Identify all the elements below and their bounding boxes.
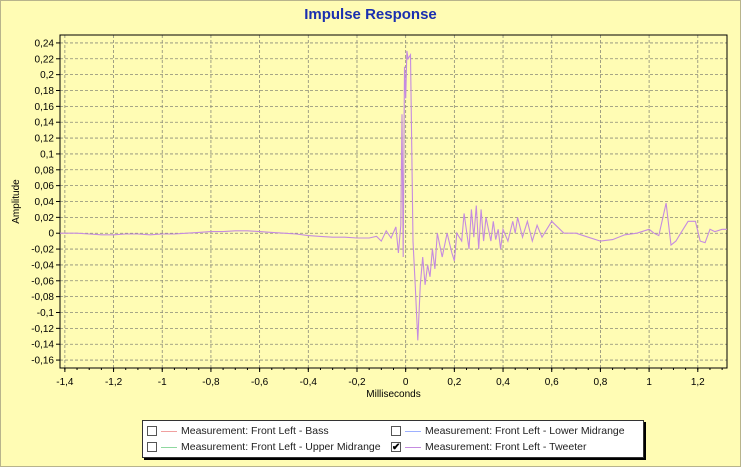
legend: Measurement: Front Left - Bass Measureme… bbox=[142, 420, 644, 458]
legend-swatch-tweeter bbox=[405, 446, 421, 448]
legend-swatch-upper-midrange bbox=[161, 446, 177, 448]
y-tick-label: -0,02 bbox=[31, 245, 54, 256]
legend-checkbox-tweeter[interactable]: ✔ bbox=[391, 442, 401, 453]
legend-item-upper-midrange[interactable]: Measurement: Front Left - Upper Midrange bbox=[147, 439, 381, 455]
y-tick-label: 0,02 bbox=[35, 213, 55, 224]
y-tick-label: 0,18 bbox=[35, 86, 55, 97]
legend-label-tweeter: Measurement: Front Left - Tweeter bbox=[425, 441, 587, 453]
grid bbox=[60, 35, 727, 368]
x-tick-label: 0,4 bbox=[496, 377, 510, 388]
y-tick-label: 0,22 bbox=[35, 54, 55, 65]
series-line-tweeter bbox=[60, 50, 727, 341]
y-tick-label: 0,16 bbox=[35, 102, 55, 113]
x-tick-label: 0,2 bbox=[447, 377, 461, 388]
x-tick-label: -1,2 bbox=[105, 377, 123, 388]
y-tick-label: -0,06 bbox=[31, 276, 54, 287]
y-tick-label: -0,16 bbox=[31, 356, 54, 367]
y-tick-label: -0,12 bbox=[31, 324, 54, 335]
x-tick-label: -0,4 bbox=[300, 377, 318, 388]
chart-title: Impulse Response bbox=[304, 6, 437, 23]
legend-checkbox-bass[interactable] bbox=[147, 426, 157, 436]
y-tick-label: 0,2 bbox=[40, 70, 54, 81]
x-tick-label: 1,2 bbox=[691, 377, 705, 388]
y-tick-label: 0,12 bbox=[35, 134, 55, 145]
y-tick-label: 0,1 bbox=[40, 149, 54, 160]
x-tick-label: -1 bbox=[158, 377, 167, 388]
y-tick-label: 0 bbox=[48, 229, 54, 240]
x-tick-label: 1 bbox=[646, 377, 652, 388]
x-tick-label: -0,2 bbox=[348, 377, 366, 388]
y-tick-label: -0,14 bbox=[31, 340, 54, 351]
x-tick-label: -1,4 bbox=[56, 377, 74, 388]
x-axis-label: Milliseconds bbox=[366, 389, 420, 400]
axis-ticks: 0,24 0,22 0,2 0,18 0,16 0,14 0,12 0,1 0,08 0,06 0,… bbox=[31, 38, 723, 388]
legend-label-bass: Measurement: Front Left - Bass bbox=[181, 425, 329, 437]
legend-checkbox-upper-midrange[interactable] bbox=[147, 442, 157, 452]
legend-label-lower-midrange: Measurement: Front Left - Lower Midrange bbox=[425, 425, 625, 437]
legend-swatch-lower-midrange bbox=[405, 430, 421, 432]
y-tick-label: -0,08 bbox=[31, 292, 54, 303]
y-tick-label: -0,04 bbox=[31, 260, 54, 271]
x-tick-label: -0,6 bbox=[251, 377, 269, 388]
y-tick-label: 0,08 bbox=[35, 165, 55, 176]
legend-swatch-bass bbox=[161, 430, 177, 432]
x-tick-label: 0 bbox=[403, 377, 409, 388]
x-tick-label: -0,8 bbox=[202, 377, 220, 388]
legend-checkbox-lower-midrange[interactable] bbox=[391, 426, 401, 436]
y-tick-label: 0,06 bbox=[35, 181, 55, 192]
y-tick-label: -0,1 bbox=[37, 308, 55, 319]
x-tick-label: 0,6 bbox=[545, 377, 559, 388]
x-tick-label: 0,8 bbox=[593, 377, 607, 388]
legend-label-upper-midrange: Measurement: Front Left - Upper Midrange bbox=[181, 441, 381, 453]
series-layer bbox=[60, 50, 727, 341]
y-tick-label: 0,14 bbox=[35, 118, 55, 129]
y-tick-label: 0,04 bbox=[35, 197, 55, 208]
legend-item-tweeter[interactable]: ✔ Measurement: Front Left - Tweeter bbox=[391, 439, 586, 455]
y-axis-label: Amplitude bbox=[11, 179, 22, 224]
y-tick-label: 0,24 bbox=[35, 38, 55, 49]
legend-item-bass[interactable]: Measurement: Front Left - Bass bbox=[147, 423, 329, 439]
legend-item-lower-midrange[interactable]: Measurement: Front Left - Lower Midrange bbox=[391, 423, 625, 439]
